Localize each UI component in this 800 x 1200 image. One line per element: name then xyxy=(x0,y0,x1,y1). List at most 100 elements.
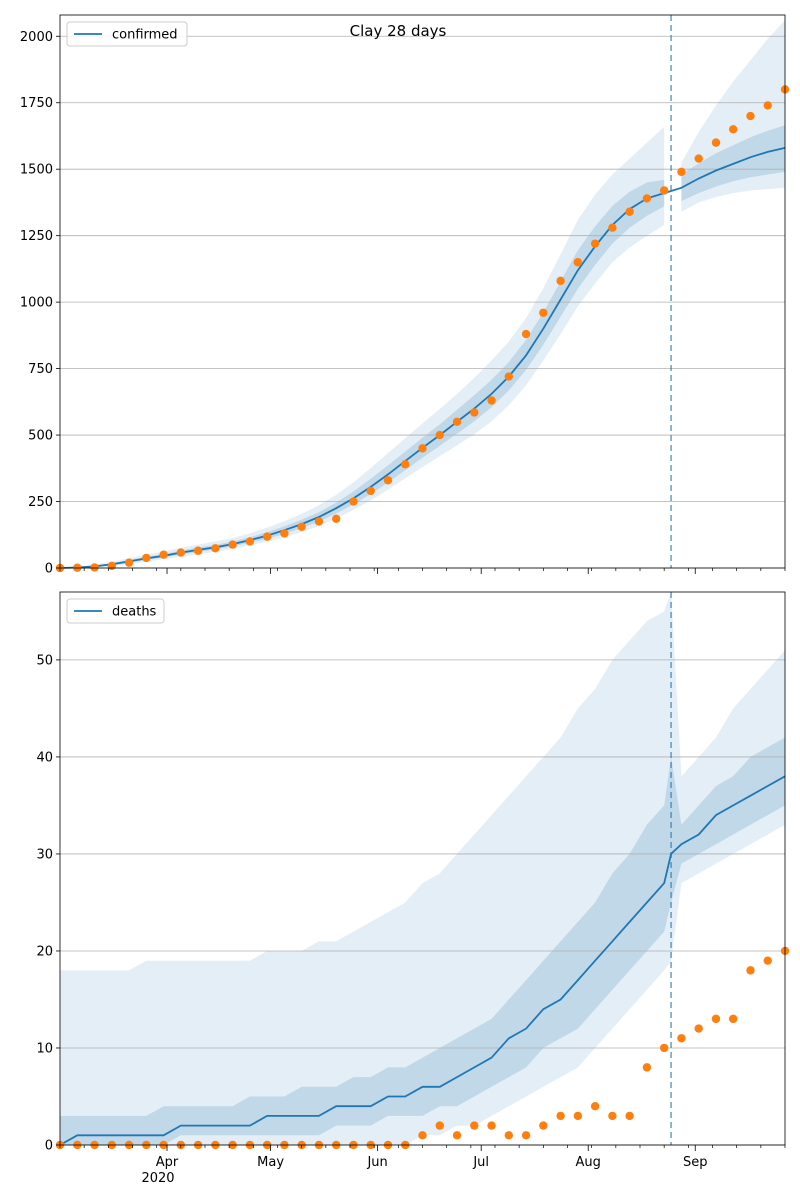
observed-point xyxy=(331,514,341,524)
y-tick-label: 2000 xyxy=(20,30,53,45)
observed-point xyxy=(245,537,255,546)
observed-point xyxy=(452,1131,462,1140)
model-median-line xyxy=(59,147,786,569)
outer-band-history xyxy=(60,126,665,568)
observed-point xyxy=(314,517,324,526)
y-tick-label: 0 xyxy=(45,1139,53,1154)
confirmed-axes: 0 250 500 750 1000 1250 1500 1750 2000 xyxy=(20,14,786,577)
observed-point xyxy=(556,276,565,286)
confirmed-series xyxy=(55,15,790,573)
observed-point xyxy=(729,1014,738,1024)
outer-band-forecast xyxy=(681,20,785,212)
inner-band-forecast xyxy=(671,737,785,903)
deaths-chart-panel: 0 10 20 30 40 50 deaths xyxy=(36,591,790,1154)
legend-label: deaths xyxy=(112,605,157,620)
observed-point xyxy=(504,372,514,381)
observed-point xyxy=(452,417,462,426)
observed-point xyxy=(659,186,669,195)
observed-point xyxy=(487,396,496,405)
observed-point xyxy=(573,258,583,267)
deaths-legend: deaths xyxy=(66,598,165,624)
deaths-axes: 0 10 20 30 40 50 xyxy=(36,591,786,1154)
observed-point xyxy=(590,239,600,248)
y-tick-label: 10 xyxy=(36,1041,53,1056)
observed-point xyxy=(107,561,116,571)
observed-point xyxy=(556,1111,565,1121)
observed-point xyxy=(608,223,617,232)
observed-point xyxy=(746,111,755,121)
observed-point xyxy=(521,329,531,339)
inner-band-history xyxy=(60,179,665,569)
observed-point xyxy=(608,1111,617,1121)
observed-point xyxy=(159,550,168,559)
deaths-series xyxy=(55,592,790,1150)
chart-title: Clay 28 days xyxy=(350,22,447,40)
x-tick-label: May xyxy=(257,1155,284,1170)
confirmed-grid xyxy=(60,35,785,569)
observed-point xyxy=(280,529,289,538)
x-tick-label: Jun xyxy=(366,1155,387,1170)
observed-point xyxy=(711,138,721,147)
observed-point xyxy=(625,1111,634,1121)
confirmed-uncertainty-bands xyxy=(60,20,785,569)
x-tick-label: Jul xyxy=(472,1155,489,1170)
confirmed-legend: confirmed xyxy=(66,21,188,47)
observed-point xyxy=(418,1131,427,1140)
observed-point xyxy=(694,1024,703,1033)
observed-point xyxy=(590,1101,600,1111)
observed-point xyxy=(642,194,652,203)
model-median-line xyxy=(59,775,786,1146)
y-tick-label: 0 xyxy=(45,562,53,577)
y-tick-label: 1250 xyxy=(20,229,53,244)
observed-point xyxy=(625,207,634,216)
observed-point xyxy=(193,546,203,555)
deaths-uncertainty-bands xyxy=(60,592,785,1145)
y-tick-label: 50 xyxy=(36,653,53,668)
y-tick-label: 1000 xyxy=(20,296,53,311)
y-tick-label: 1750 xyxy=(20,96,53,111)
observed-point xyxy=(746,966,755,975)
observed-point xyxy=(211,544,220,553)
confirmed-chart-panel: 0 250 500 750 1000 1250 1500 1750 2000 Clay 28 d… xyxy=(20,14,790,577)
observed-point xyxy=(470,1121,479,1130)
y-tick-label: 250 xyxy=(28,495,53,510)
y-tick-label: 750 xyxy=(28,362,53,377)
legend-label: confirmed xyxy=(112,28,178,43)
observed-point xyxy=(90,563,99,572)
y-tick-label: 500 xyxy=(28,429,53,444)
observed-point xyxy=(366,486,375,496)
y-tick-label: 30 xyxy=(36,847,53,862)
observed-point xyxy=(349,497,358,506)
observed-point xyxy=(228,540,237,549)
observed-point xyxy=(418,444,427,453)
observed-point xyxy=(487,1121,496,1130)
observed-point xyxy=(573,1111,583,1121)
observed-point xyxy=(659,1043,669,1053)
observed-point xyxy=(470,408,479,417)
y-tick-label: 1500 xyxy=(20,163,53,178)
observed-point xyxy=(729,125,738,134)
observed-point xyxy=(539,1121,548,1130)
observed-point xyxy=(504,1131,514,1140)
x-tick-label: Sep xyxy=(683,1155,708,1170)
observed-point xyxy=(435,1121,444,1130)
observed-point xyxy=(262,532,272,541)
observed-point xyxy=(539,308,548,317)
observed-point xyxy=(763,101,772,110)
legend-box xyxy=(66,598,165,624)
y-tick-label: 20 xyxy=(36,944,53,959)
outer-band-forecast xyxy=(671,592,785,961)
x-tick-label: Apr xyxy=(156,1155,179,1170)
observed-point xyxy=(711,1014,721,1024)
x-tick-label: Aug xyxy=(576,1155,601,1170)
observed-point xyxy=(435,430,444,440)
y-tick-label: 40 xyxy=(36,750,53,765)
observed-point xyxy=(176,548,186,557)
observed-point xyxy=(142,553,151,563)
observed-point xyxy=(763,956,772,965)
observed-point xyxy=(401,460,410,469)
observed-point xyxy=(383,476,393,485)
observed-point xyxy=(297,522,306,531)
axes-frame xyxy=(59,14,786,569)
